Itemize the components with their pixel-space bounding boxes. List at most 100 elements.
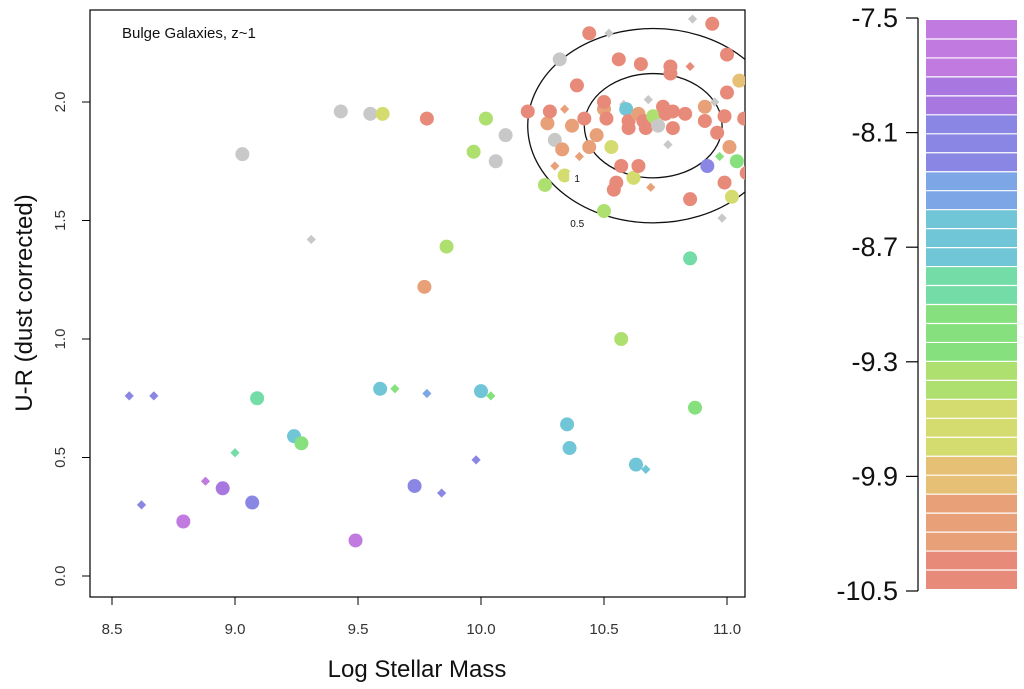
data-point-circle (628, 457, 643, 472)
data-point-circle (582, 140, 597, 155)
data-point-diamond (663, 140, 673, 150)
data-point-circle (557, 168, 572, 183)
data-point-circle (717, 175, 732, 190)
data-point-circle (560, 417, 575, 432)
data-point-circle (439, 239, 454, 254)
contour-label: 1 (574, 174, 580, 185)
data-point-circle (597, 95, 611, 109)
data-point-diamond (560, 104, 570, 114)
data-point-circle (626, 170, 641, 185)
colorbar-swatch (926, 304, 1017, 324)
colorbar-swatch (926, 152, 1017, 172)
colorbar-swatch (926, 114, 1017, 134)
data-point-circle (665, 104, 680, 119)
data-point-circle (678, 106, 693, 121)
colorbar-swatch (926, 133, 1017, 153)
x-axis-title: Log Stellar Mass (328, 656, 507, 683)
data-point-diamond (687, 14, 698, 24)
data-point-circle (589, 128, 604, 143)
colorbar-swatch (926, 38, 1017, 58)
colorbar-swatch (926, 95, 1017, 115)
data-point-circle (245, 495, 260, 510)
colorbar-swatch (926, 437, 1017, 457)
data-point-circle (555, 142, 570, 157)
data-point-circle (609, 175, 624, 190)
data-point-diamond (550, 161, 560, 171)
data-point-circle (720, 47, 734, 62)
data-point-circle (614, 158, 629, 173)
colorbar-swatch (926, 209, 1017, 229)
data-point-diamond (124, 391, 134, 401)
data-point-circle (419, 111, 434, 126)
data-point-diamond (646, 182, 656, 192)
data-point-diamond (437, 488, 447, 498)
colorbar-swatch (926, 20, 1017, 39)
data-point-circle (250, 391, 265, 406)
data-point-circle (732, 73, 745, 88)
y-axis-title: U-R (dust corrected) (11, 194, 38, 411)
data-point-diamond (230, 448, 240, 458)
colorbar-tick-label: -8.1 (851, 118, 898, 148)
data-point-circle (737, 111, 745, 126)
colorbar-tick-label: -7.5 (851, 3, 898, 33)
data-point-circle (614, 332, 629, 346)
colorbar-swatch (926, 380, 1017, 400)
data-point-circle (651, 118, 666, 133)
colorbar-swatch (926, 361, 1017, 381)
data-point-circle (619, 102, 634, 117)
colorbar-tick-label: -8.7 (851, 232, 898, 262)
colorbar-swatch (926, 513, 1017, 533)
data-point-circle (562, 441, 577, 456)
data-point-diamond (641, 464, 651, 474)
data-point-diamond (604, 28, 614, 38)
data-point-circle (700, 158, 715, 173)
data-point-circle (417, 279, 432, 294)
data-point-circle (363, 106, 378, 121)
y-tick-label: 1.0 (52, 329, 69, 350)
x-tick-label: 11.0 (713, 621, 741, 638)
contour-label: 0.5 (570, 219, 584, 230)
data-point-diamond (149, 391, 159, 401)
data-point-circle (478, 111, 493, 126)
data-point-diamond (422, 388, 432, 399)
data-point-circle (407, 478, 422, 493)
data-point-circle (710, 125, 725, 140)
data-point-circle (729, 154, 744, 169)
data-point-circle (739, 166, 745, 180)
chart-title: Bulge Galaxies, z~1 (122, 25, 256, 42)
data-point-circle (717, 109, 732, 124)
data-point-circle (565, 118, 580, 133)
data-point-circle (665, 121, 680, 136)
data-point-circle (683, 251, 698, 266)
data-point-circle (720, 85, 734, 100)
colorbar-swatch (926, 228, 1017, 248)
data-point-circle (466, 144, 481, 159)
data-point-circle (474, 384, 488, 399)
colorbar-swatch (926, 323, 1017, 343)
data-point-circle (520, 104, 535, 119)
data-point-diamond (486, 391, 496, 401)
data-point-circle (697, 113, 712, 128)
data-point-diamond (471, 455, 481, 465)
data-point-diamond (685, 61, 695, 72)
data-point-circle (638, 121, 653, 136)
data-point-circle (688, 400, 703, 415)
contour-label-bg (569, 171, 586, 184)
data-point-circle (631, 158, 646, 173)
data-point-circle (373, 381, 388, 396)
data-point-circle (498, 128, 513, 143)
x-tick-label: 8.5 (102, 621, 123, 638)
x-tick-label: 9.5 (348, 621, 369, 638)
x-tick-label: 10.0 (466, 621, 495, 638)
data-point-circle (547, 132, 562, 147)
colorbar-swatch (926, 551, 1017, 571)
data-point-circle (333, 104, 348, 119)
data-point-circle (621, 113, 636, 128)
data-point-diamond (200, 476, 211, 486)
data-point-circle (663, 59, 678, 74)
data-point-circle (488, 154, 503, 169)
data-point-circle (705, 16, 720, 31)
data-point-diamond (643, 95, 653, 105)
colorbar-swatch (926, 247, 1017, 267)
